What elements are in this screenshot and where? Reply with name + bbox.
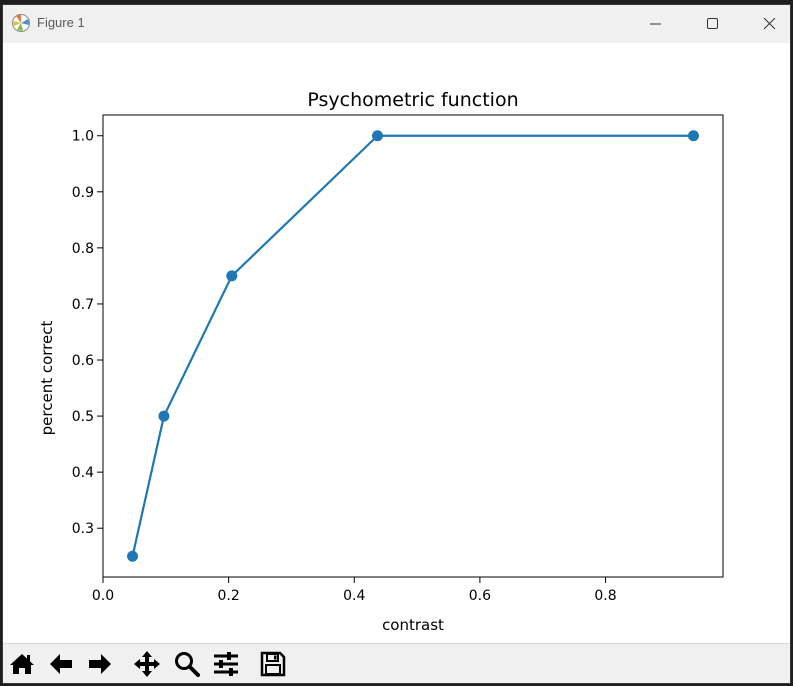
- x-tick-label: 0.4: [343, 588, 365, 604]
- zoom-button[interactable]: [173, 650, 201, 678]
- x-tick-label: 0.2: [218, 588, 240, 604]
- x-tick-label: 0.0: [92, 588, 114, 604]
- x-tick-label: 0.6: [469, 588, 491, 604]
- title-bar[interactable]: Figure 1: [3, 5, 790, 43]
- y-tick-label: 1.0: [72, 129, 94, 145]
- x-tick-label: 0.8: [594, 588, 616, 604]
- maximize-icon: [707, 18, 718, 29]
- back-button[interactable]: [47, 650, 75, 678]
- window-title: Figure 1: [37, 15, 85, 30]
- chart: Psychometric function 0.0 0.2 0.4 0.6 0.8 0.3…: [38, 89, 724, 634]
- maximize-button[interactable]: [690, 5, 736, 43]
- close-icon: [764, 18, 776, 30]
- navigation-toolbar: [3, 643, 790, 683]
- y-tick-label: 0.6: [72, 353, 94, 369]
- y-axis-label: percent correct: [38, 321, 56, 436]
- forward-button[interactable]: [86, 650, 114, 678]
- y-tick-label: 0.7: [72, 297, 94, 313]
- pan-button[interactable]: [133, 650, 161, 678]
- minimize-icon: [650, 23, 661, 25]
- back-icon: [50, 654, 72, 674]
- minimize-button[interactable]: [633, 5, 679, 43]
- chart-title: Psychometric function: [307, 89, 518, 111]
- y-tick-label: 0.4: [72, 465, 94, 481]
- data-point: [127, 550, 139, 562]
- save-icon: [260, 651, 286, 677]
- figure-canvas[interactable]: Psychometric function 0.0 0.2 0.4 0.6 0.8 0.3…: [3, 43, 790, 643]
- pan-icon: [134, 651, 160, 677]
- y-tick-label: 0.3: [72, 521, 94, 537]
- series-line: [131, 134, 694, 557]
- home-button[interactable]: [8, 650, 36, 678]
- save-button[interactable]: [259, 650, 287, 678]
- plot-frame: [102, 114, 724, 578]
- data-point: [226, 270, 238, 282]
- axes: 0.0 0.2 0.4 0.6 0.8 0.3 0.4 0.5 0.6 0.7 0.8 0.9 1.0: [72, 114, 724, 604]
- forward-icon: [89, 654, 111, 674]
- figure-window: Figure 1 Psychometric function 0.0 0.2 0.4…: [2, 4, 791, 684]
- zoom-icon: [175, 652, 200, 677]
- data-point: [372, 130, 384, 142]
- matplotlib-logo-icon: [11, 13, 31, 33]
- y-tick-label: 0.9: [72, 185, 94, 201]
- data-point: [687, 130, 699, 142]
- y-tick-label: 0.5: [72, 409, 94, 425]
- y-tick-label: 0.8: [72, 241, 94, 257]
- data-point: [158, 410, 170, 422]
- x-axis-label: contrast: [382, 616, 444, 634]
- home-icon: [10, 654, 34, 674]
- close-button[interactable]: [747, 5, 790, 43]
- configure-subplots-icon: [214, 652, 238, 676]
- configure-subplots-button[interactable]: [212, 650, 240, 678]
